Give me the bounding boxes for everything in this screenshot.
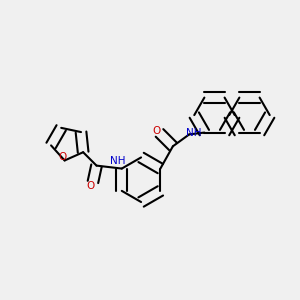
Text: O: O (86, 182, 95, 191)
Text: O: O (58, 152, 66, 162)
Text: O: O (152, 125, 160, 136)
Text: NH: NH (110, 156, 126, 166)
Text: NH: NH (186, 128, 202, 138)
